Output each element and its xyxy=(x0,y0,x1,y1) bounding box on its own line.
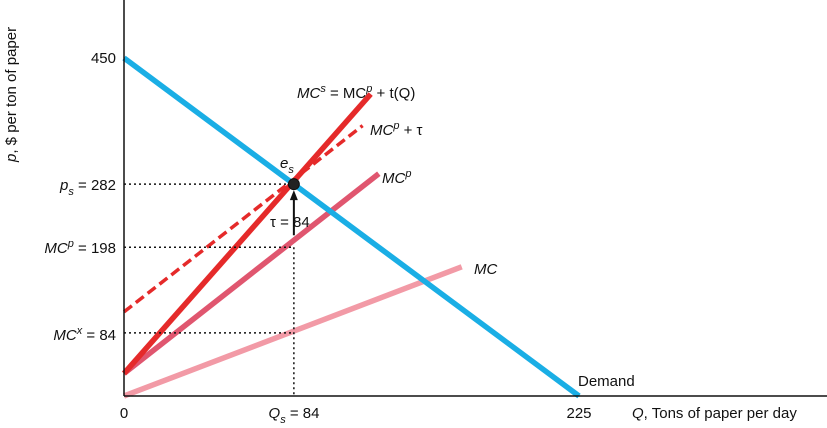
x-tick-0: 0 xyxy=(120,405,128,422)
y-tick-450: 450 xyxy=(91,50,116,67)
series-lines xyxy=(121,55,581,399)
x-tick-225: 225 xyxy=(566,405,591,422)
x-tick-qs: Qs = 84 xyxy=(269,405,320,426)
mcs-label: MCs = MCp + t(Q) xyxy=(297,83,415,102)
axes xyxy=(123,0,827,397)
mcp-label: MCp xyxy=(382,168,411,187)
equilibrium-label: es xyxy=(280,155,294,176)
annotations xyxy=(287,178,300,236)
series-line-mc xyxy=(123,264,463,399)
demand-label: Demand xyxy=(578,373,635,390)
mcp-tau-label: MCp + τ xyxy=(370,120,423,139)
tax-arrowhead xyxy=(289,190,298,201)
tax-label: τ = 84 xyxy=(270,214,310,231)
y-tick-mcp: MCp = 198 xyxy=(44,238,116,257)
y-tick-ps: ps = 282 xyxy=(59,177,116,198)
series-line-demand xyxy=(122,55,581,399)
x-axis-title: Q, Tons of paper per day xyxy=(632,405,797,422)
series-line-mcp-tau xyxy=(122,124,364,314)
series-line-mcp xyxy=(122,171,381,376)
mc-label: MC xyxy=(474,261,497,278)
y-axis-title: p, $ per ton of paper xyxy=(3,27,20,163)
equilibrium-point xyxy=(287,178,300,191)
dotted-guides xyxy=(124,183,295,396)
series-line-mcs xyxy=(121,92,373,376)
y-tick-mcx: MCx = 84 xyxy=(53,325,116,344)
